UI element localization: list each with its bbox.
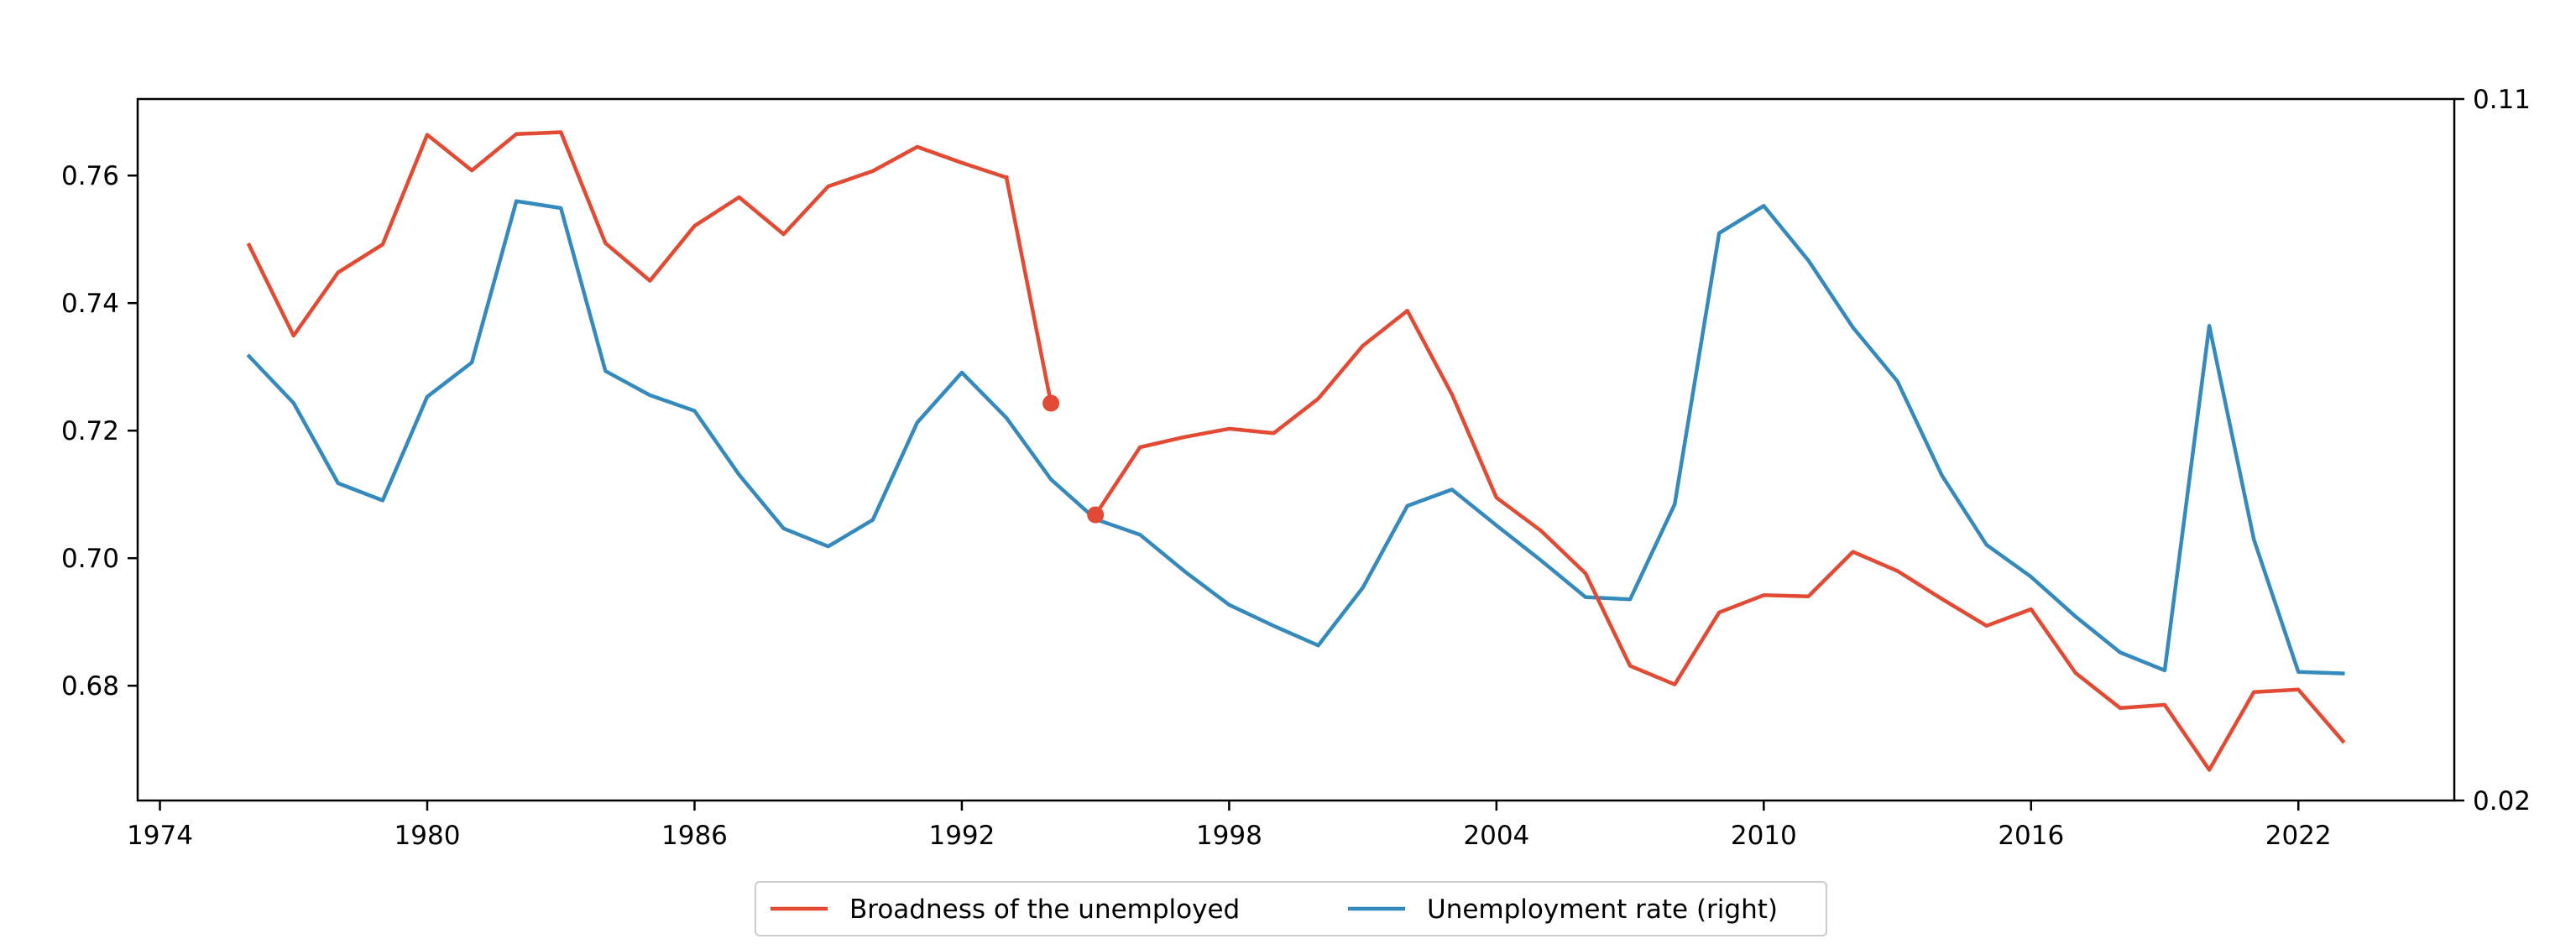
series-marker-broadness — [1087, 506, 1105, 524]
y-left-tick-label: 0.72 — [61, 416, 119, 446]
x-tick-label: 2004 — [1463, 821, 1529, 851]
x-tick-label: 1974 — [127, 821, 193, 851]
x-tick-label: 2016 — [1998, 821, 2064, 851]
x-tick-label: 1992 — [928, 821, 995, 851]
legend: Broadness of the unemployed Unemployment… — [755, 881, 1827, 936]
x-tick-label: 2010 — [1731, 821, 1797, 851]
x-tick-label: 1998 — [1196, 821, 1262, 851]
y-left-tick-label: 0.68 — [61, 671, 119, 701]
y-right-tick-label: 0.02 — [2473, 786, 2531, 816]
y-left-tick-label: 0.74 — [61, 289, 119, 319]
series-layer — [246, 130, 2346, 772]
legend-label-broadness: Broadness of the unemployed — [849, 894, 1240, 925]
series-line-unemployment-rate — [246, 199, 2345, 675]
series-line-broadness-segment-0 — [246, 130, 1009, 338]
axis-ticks: 1974 1980 1986 1992 1998 2004 2010 2016 2022 0.68… — [61, 85, 2531, 851]
x-tick-label: 1980 — [394, 821, 461, 851]
x-tick-label: 2022 — [2265, 821, 2332, 851]
x-tick-label: 1986 — [661, 821, 728, 851]
plot-frame — [136, 97, 2456, 802]
legend-label-unemployment: Unemployment rate (right) — [1427, 894, 1778, 925]
y-right-tick-label: 0.11 — [2473, 85, 2531, 115]
y-left-tick-label: 0.70 — [61, 544, 119, 574]
series-marker-broadness — [1042, 394, 1060, 412]
legend-box — [755, 881, 1827, 936]
y-left-tick-label: 0.76 — [61, 161, 119, 191]
series-line-broadness-segment-2 — [1093, 309, 2346, 772]
series-line-broadness-segment-1 — [1004, 175, 1053, 406]
